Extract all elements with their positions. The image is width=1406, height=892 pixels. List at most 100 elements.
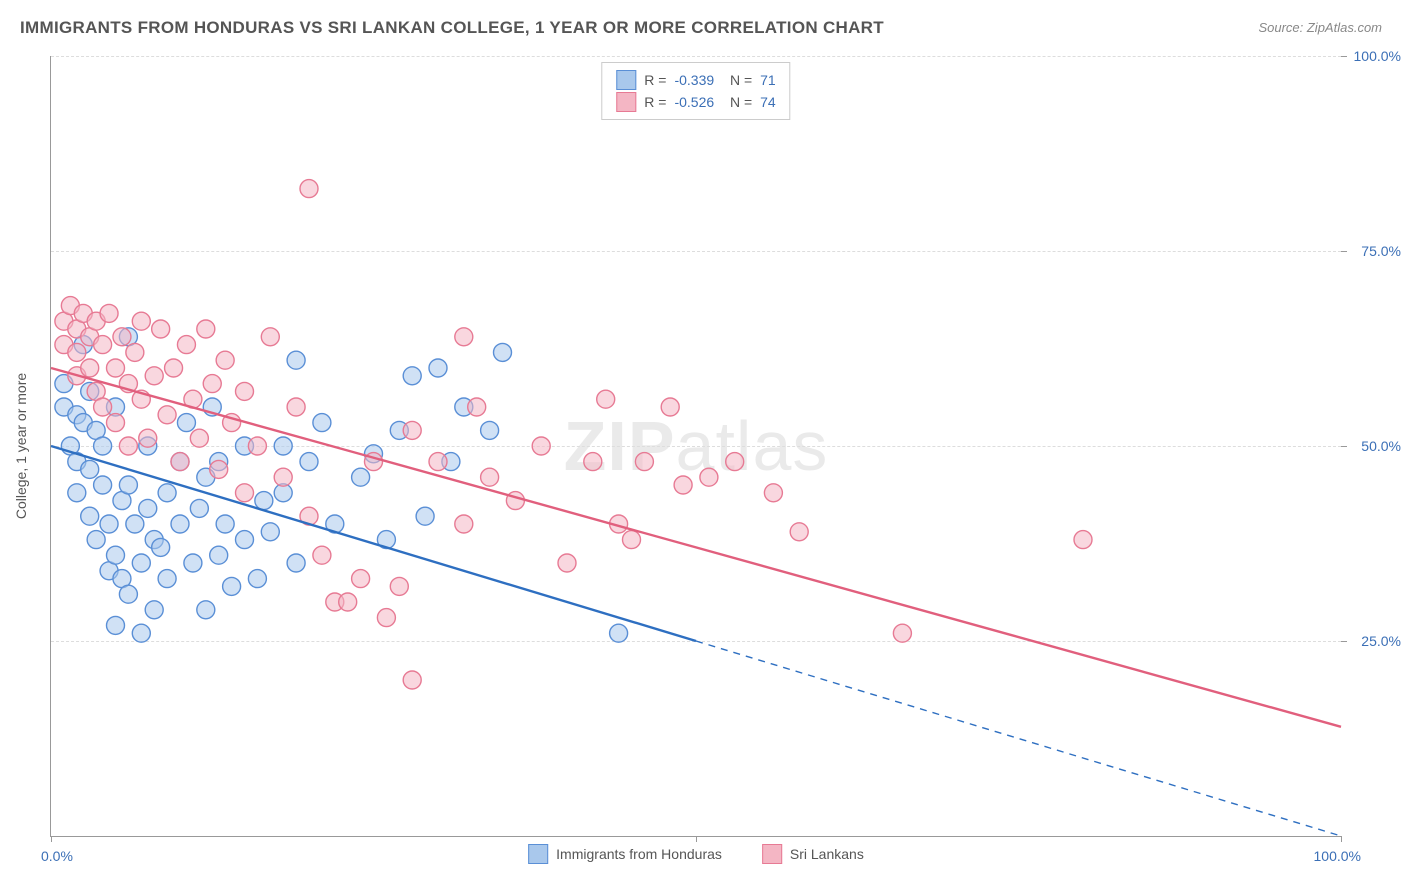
scatter-point xyxy=(403,671,421,689)
scatter-point xyxy=(352,570,370,588)
legend-correlation-row: R = -0.339 N = 71 xyxy=(616,69,775,91)
scatter-point xyxy=(313,546,331,564)
scatter-point xyxy=(94,336,112,354)
scatter-point xyxy=(893,624,911,642)
scatter-point xyxy=(1074,531,1092,549)
scatter-point xyxy=(313,414,331,432)
scatter-point xyxy=(790,523,808,541)
scatter-point xyxy=(107,616,125,634)
scatter-point xyxy=(597,390,615,408)
legend-r-label: R = xyxy=(644,91,666,113)
x-tick xyxy=(696,836,697,842)
scatter-point xyxy=(132,624,150,642)
scatter-point xyxy=(274,468,292,486)
legend-swatch xyxy=(616,70,636,90)
scatter-point xyxy=(248,570,266,588)
scatter-point xyxy=(674,476,692,494)
scatter-point xyxy=(152,538,170,556)
scatter-point xyxy=(87,531,105,549)
scatter-point xyxy=(139,429,157,447)
scatter-point xyxy=(126,515,144,533)
scatter-point xyxy=(261,328,279,346)
scatter-point xyxy=(429,453,447,471)
legend-series-label: Immigrants from Honduras xyxy=(556,846,722,862)
y-axis-title: College, 1 year or more xyxy=(13,373,29,519)
scatter-point xyxy=(119,476,137,494)
y-axis-tick-label: 100.0% xyxy=(1354,48,1401,64)
scatter-point xyxy=(403,367,421,385)
scatter-point xyxy=(126,343,144,361)
scatter-point xyxy=(352,468,370,486)
scatter-point xyxy=(377,609,395,627)
scatter-point xyxy=(216,351,234,369)
scatter-point xyxy=(532,437,550,455)
scatter-point xyxy=(223,577,241,595)
scatter-point xyxy=(300,180,318,198)
scatter-point xyxy=(184,554,202,572)
scatter-svg xyxy=(51,56,1341,836)
legend-n-value: 71 xyxy=(760,69,776,91)
scatter-point xyxy=(119,585,137,603)
scatter-point xyxy=(455,515,473,533)
scatter-point xyxy=(584,453,602,471)
legend-series: Immigrants from Honduras Sri Lankans xyxy=(528,844,864,864)
scatter-point xyxy=(139,499,157,517)
scatter-point xyxy=(300,453,318,471)
scatter-point xyxy=(210,460,228,478)
scatter-point xyxy=(94,476,112,494)
scatter-point xyxy=(177,414,195,432)
scatter-point xyxy=(255,492,273,510)
scatter-point xyxy=(100,304,118,322)
scatter-point xyxy=(171,453,189,471)
legend-correlation-box: R = -0.339 N = 71R = -0.526 N = 74 xyxy=(601,62,790,120)
scatter-point xyxy=(455,328,473,346)
scatter-point xyxy=(190,429,208,447)
scatter-point xyxy=(339,593,357,611)
scatter-point xyxy=(68,484,86,502)
scatter-point xyxy=(152,320,170,338)
scatter-point xyxy=(623,531,641,549)
y-tick xyxy=(1341,641,1347,642)
scatter-point xyxy=(203,375,221,393)
legend-n-label: N = xyxy=(722,69,752,91)
scatter-point xyxy=(107,414,125,432)
scatter-point xyxy=(145,367,163,385)
scatter-point xyxy=(287,351,305,369)
scatter-point xyxy=(726,453,744,471)
scatter-point xyxy=(610,624,628,642)
scatter-point xyxy=(145,601,163,619)
x-tick xyxy=(51,836,52,842)
scatter-point xyxy=(158,484,176,502)
scatter-point xyxy=(274,437,292,455)
legend-r-label: R = xyxy=(644,69,666,91)
x-axis-min-label: 0.0% xyxy=(41,848,73,864)
scatter-point xyxy=(494,343,512,361)
scatter-point xyxy=(107,359,125,377)
legend-n-label: N = xyxy=(722,91,752,113)
y-tick xyxy=(1341,446,1347,447)
scatter-point xyxy=(429,359,447,377)
legend-series-item: Immigrants from Honduras xyxy=(528,844,722,864)
scatter-point xyxy=(119,437,137,455)
scatter-point xyxy=(107,546,125,564)
y-tick xyxy=(1341,251,1347,252)
scatter-point xyxy=(287,398,305,416)
scatter-point xyxy=(236,382,254,400)
scatter-point xyxy=(132,312,150,330)
scatter-point xyxy=(171,515,189,533)
legend-series-item: Sri Lankans xyxy=(762,844,864,864)
scatter-point xyxy=(81,359,99,377)
scatter-point xyxy=(661,398,679,416)
y-tick xyxy=(1341,56,1347,57)
scatter-point xyxy=(197,601,215,619)
legend-r-value: -0.526 xyxy=(674,91,714,113)
scatter-point xyxy=(210,546,228,564)
scatter-point xyxy=(403,421,421,439)
legend-swatch xyxy=(616,92,636,112)
scatter-point xyxy=(81,507,99,525)
chart-title: IMMIGRANTS FROM HONDURAS VS SRI LANKAN C… xyxy=(20,18,884,38)
scatter-point xyxy=(94,398,112,416)
scatter-point xyxy=(416,507,434,525)
chart-plot-area: College, 1 year or more ZIPatlas 25.0%50… xyxy=(50,56,1341,837)
scatter-point xyxy=(165,359,183,377)
